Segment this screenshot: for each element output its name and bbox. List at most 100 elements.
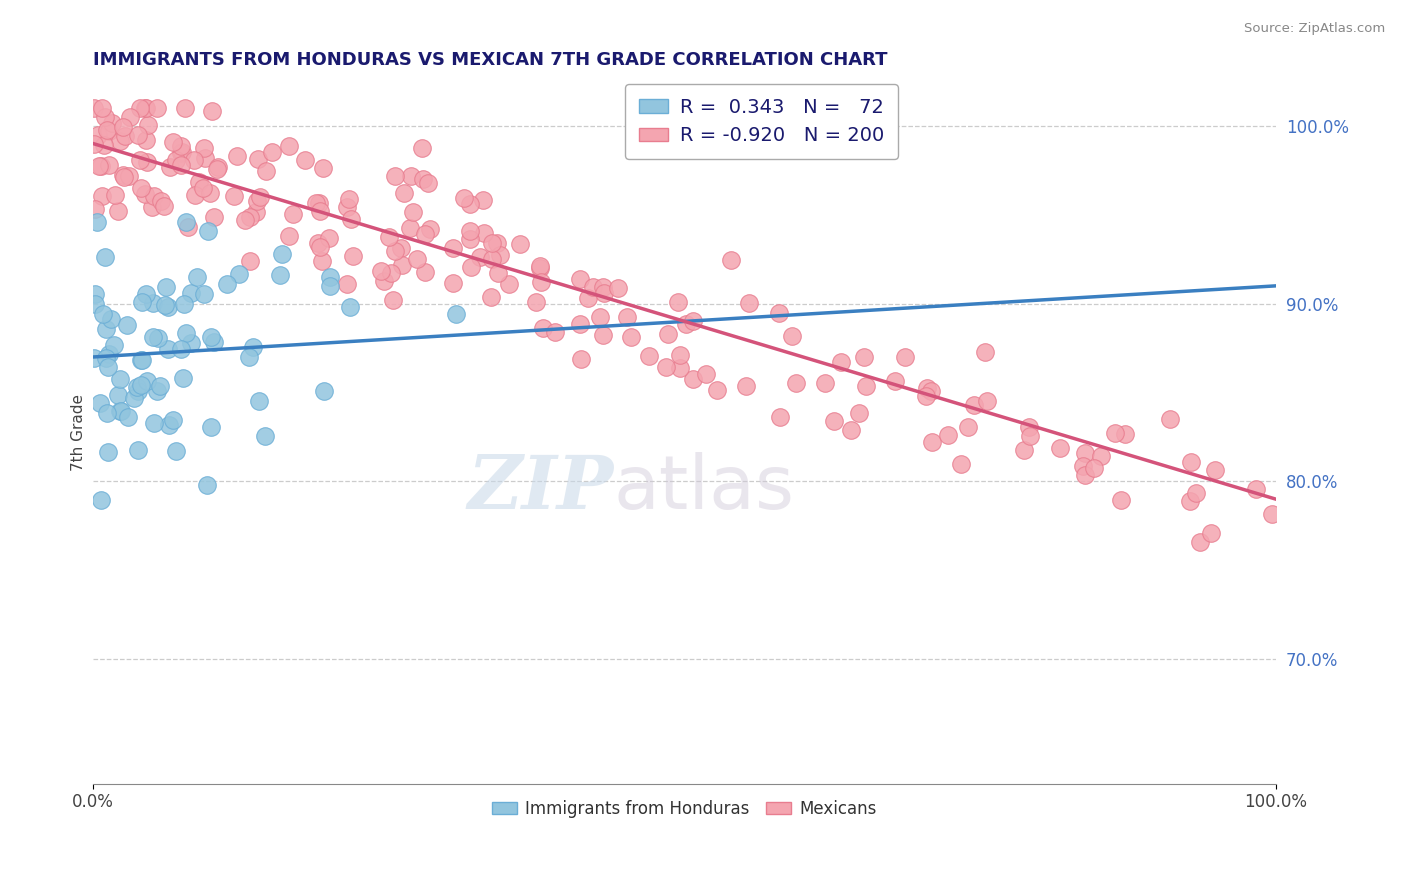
Point [336,200,359,214]
Point [308,195,330,210]
Point [780,329,803,343]
Point [129,180,152,194]
Point [581,280,603,294]
Point [125,380,148,394]
Point [669,348,692,362]
Point [529,260,551,275]
Point [149,379,172,393]
Point [136,374,159,388]
Point [311,254,333,268]
Point [481,252,503,266]
Point [309,240,332,254]
Point [129,101,152,115]
Point [486,235,509,250]
Point [411,140,433,154]
Point [96,406,118,420]
Point [180,336,202,351]
Point [576,291,599,305]
Point [479,290,502,304]
Point [187,175,209,189]
Point [682,372,704,386]
Point [695,367,717,381]
Point [129,352,152,367]
Point [129,377,152,392]
Point [239,210,262,224]
Point [592,280,614,294]
Point [170,139,193,153]
Point [606,281,628,295]
Point [107,388,129,402]
Point [446,307,468,321]
Point [734,379,756,393]
Point [174,326,197,340]
Point [146,384,169,398]
Point [381,293,404,308]
Point [84,286,107,301]
Point [90,189,112,203]
Point [277,228,299,243]
Legend: Immigrants from Honduras, Mexicans: Immigrants from Honduras, Mexicans [485,793,884,824]
Point [682,314,704,328]
Point [486,266,509,280]
Point [472,226,495,240]
Point [768,305,790,319]
Point [412,172,434,186]
Point [294,153,316,167]
Point [225,149,247,163]
Point [312,384,335,399]
Point [108,372,131,386]
Point [814,376,837,390]
Point [1018,428,1040,442]
Point [101,116,124,130]
Text: Source: ZipAtlas.com: Source: ZipAtlas.com [1244,22,1385,36]
Point [198,186,221,201]
Point [142,296,165,310]
Point [127,128,149,142]
Point [441,241,464,255]
Point [242,340,264,354]
Point [233,212,256,227]
Point [157,343,180,357]
Point [131,295,153,310]
Point [157,417,180,432]
Point [84,202,107,216]
Point [319,279,342,293]
Point [111,120,134,134]
Point [157,300,180,314]
Point [142,329,165,343]
Point [319,270,342,285]
Point [253,429,276,443]
Point [238,350,260,364]
Point [1049,441,1071,455]
Point [136,154,159,169]
Point [197,224,219,238]
Point [311,161,333,175]
Point [384,244,406,258]
Point [391,258,413,272]
Point [1014,442,1036,457]
Point [107,203,129,218]
Point [269,268,291,283]
Point [373,273,395,287]
Y-axis label: 7th Grade: 7th Grade [72,394,86,471]
Point [1074,446,1097,460]
Point [1185,486,1208,500]
Point [524,295,547,310]
Point [245,205,267,219]
Point [83,351,105,366]
Point [340,212,363,227]
Point [830,355,852,369]
Point [569,272,592,286]
Point [544,325,567,339]
Point [165,153,187,167]
Point [97,124,120,138]
Point [848,406,870,420]
Point [458,224,481,238]
Point [159,161,181,175]
Point [170,343,193,357]
Point [165,443,187,458]
Point [883,374,905,388]
Point [153,199,176,213]
Point [569,352,592,367]
Point [176,220,198,235]
